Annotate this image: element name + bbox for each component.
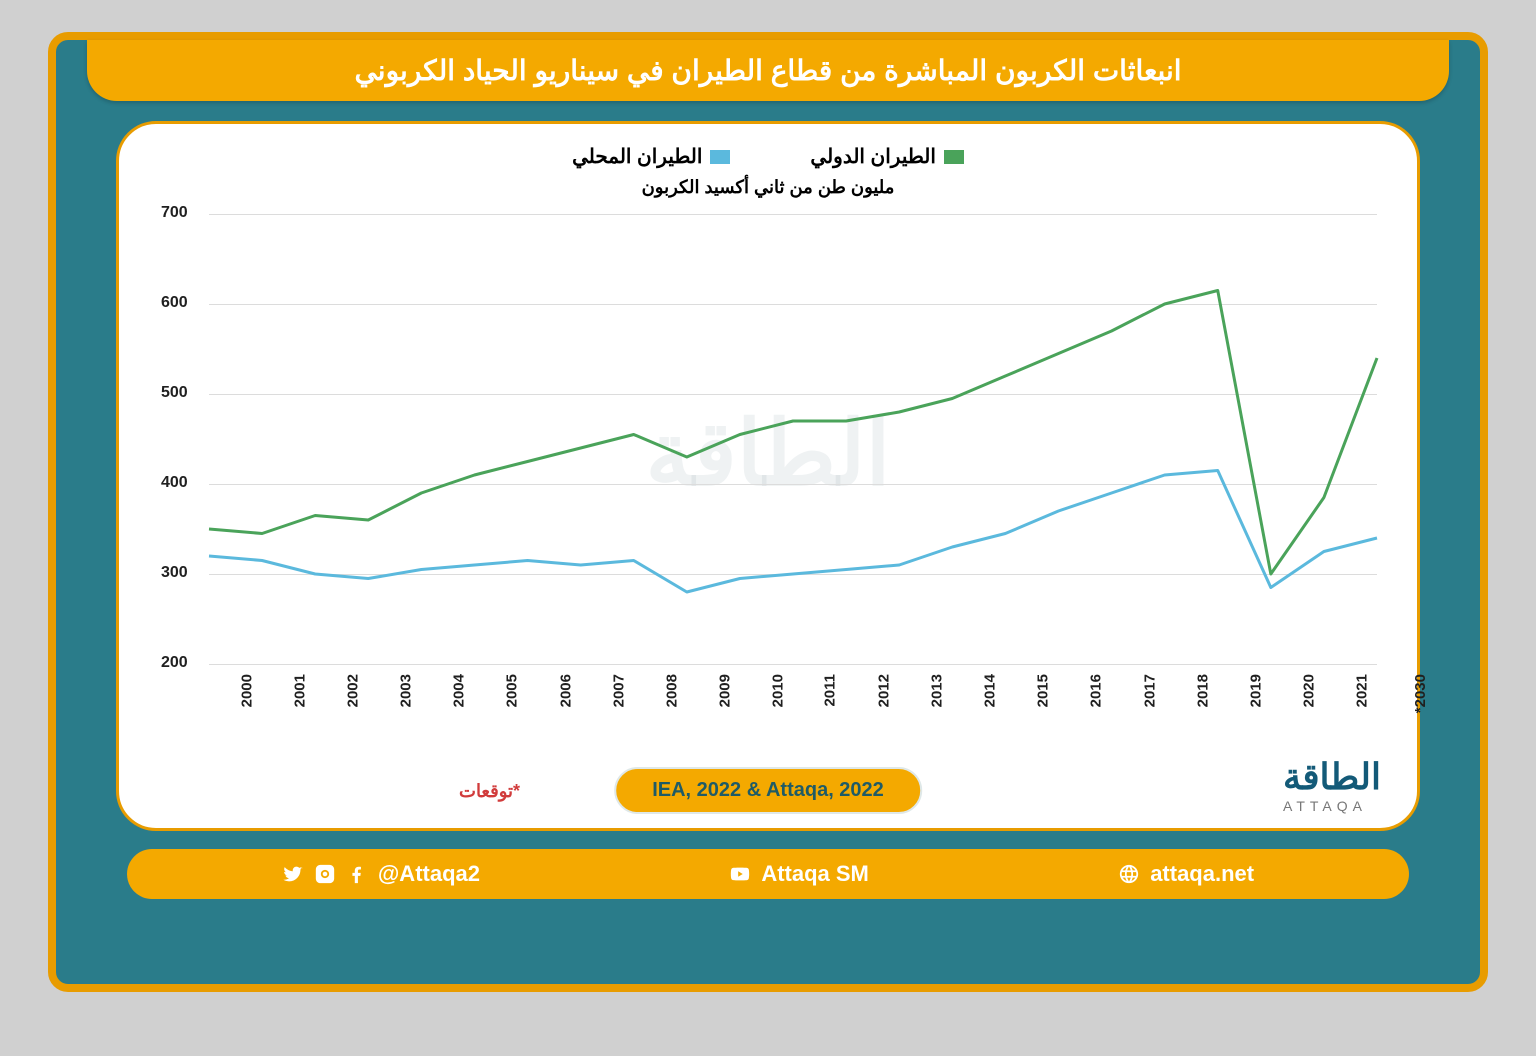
facebook-icon: [346, 863, 368, 885]
globe-icon: [1118, 863, 1140, 885]
infographic-frame: انبعاثات الكربون المباشرة من قطاع الطيرا…: [48, 32, 1488, 992]
line-chart-svg: [139, 204, 1397, 724]
social-footer: @Attaqa2 Attaqa SM attaqa.net: [127, 849, 1409, 899]
footer-handle-text: @Attaqa2: [378, 861, 480, 887]
footer-social-handle[interactable]: @Attaqa2: [282, 861, 480, 887]
legend-label-international: الطيران الدولي: [810, 144, 936, 169]
legend-label-domestic: الطيران المحلي: [572, 144, 702, 169]
footer-website[interactable]: attaqa.net: [1118, 861, 1254, 887]
chart-area: الطاقة 200300400500600700200020012002200…: [139, 204, 1397, 724]
forecast-footnote: *توقعات: [459, 781, 520, 802]
title-banner: انبعاثات الكربون المباشرة من قطاع الطيرا…: [87, 40, 1449, 101]
source-text: IEA, 2022 & Attaqa, 2022: [652, 779, 884, 801]
x-axis-label: *2030: [1412, 674, 1429, 713]
subtitle-text: مليون طن من ثاني أكسيد الكربون: [642, 177, 895, 197]
instagram-icon: [314, 863, 336, 885]
source-pill: IEA, 2022 & Attaqa, 2022: [614, 767, 922, 814]
youtube-icon: [729, 863, 751, 885]
legend-item-domestic: الطيران المحلي: [572, 144, 730, 169]
legend-swatch-domestic: [710, 150, 730, 164]
chart-subtitle: مليون طن من ثاني أكسيد الكربون: [139, 177, 1397, 198]
attaqa-logo: الطاقة ATTAQA: [1283, 756, 1381, 814]
footer-youtube-text: Attaqa SM: [761, 861, 869, 887]
legend-swatch-international: [944, 150, 964, 164]
series-domestic: [209, 471, 1377, 593]
chart-card: الطيران الدولي الطيران المحلي مليون طن م…: [116, 121, 1420, 831]
title-text: انبعاثات الكربون المباشرة من قطاع الطيرا…: [354, 55, 1181, 86]
logo-main: الطاقة: [1283, 756, 1381, 798]
legend-item-international: الطيران الدولي: [810, 144, 964, 169]
twitter-icon: [282, 863, 304, 885]
logo-sub: ATTAQA: [1283, 798, 1381, 814]
series-international: [209, 291, 1377, 575]
legend: الطيران الدولي الطيران المحلي: [139, 144, 1397, 169]
footer-youtube[interactable]: Attaqa SM: [729, 861, 869, 887]
footer-site-text: attaqa.net: [1150, 861, 1254, 887]
